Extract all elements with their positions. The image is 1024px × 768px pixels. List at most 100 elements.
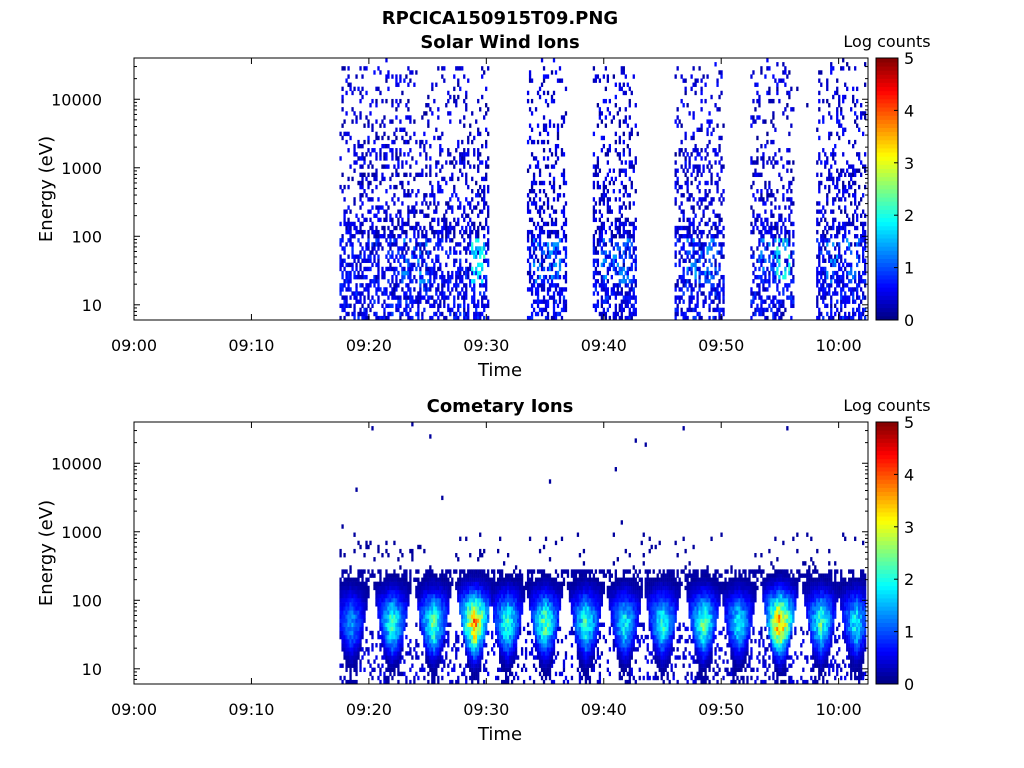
heatmap-cell (381, 270, 384, 276)
heatmap-cell (592, 180, 596, 186)
heatmap-cell (792, 221, 795, 227)
heatmap-cell (634, 258, 637, 263)
colorbar-segment (876, 299, 898, 305)
heatmap-cell (594, 287, 598, 292)
heatmap-cell (822, 234, 825, 239)
heatmap-cell (782, 70, 785, 75)
heatmap-cell (351, 630, 354, 636)
heatmap-cell (858, 242, 861, 247)
heatmap-cell (534, 193, 538, 198)
heatmap-cell (858, 152, 861, 157)
heatmap-cell (848, 315, 851, 321)
heatmap-cell (359, 197, 362, 202)
heatmap-cell (435, 614, 438, 619)
heatmap-cell (530, 234, 534, 239)
heatmap-cell (710, 164, 713, 169)
heatmap-cell (540, 225, 544, 231)
heatmap-cell (405, 589, 408, 595)
heatmap-cell (630, 180, 633, 186)
heatmap-cell (758, 254, 761, 259)
heatmap-cell (550, 98, 554, 104)
heatmap-cell (842, 315, 845, 321)
heatmap-cell (363, 618, 366, 623)
heatmap-cell (598, 283, 602, 288)
heatmap-cell (848, 295, 851, 300)
heatmap-cell (686, 266, 689, 272)
heatmap-cell (828, 287, 831, 292)
heatmap-cell (391, 643, 394, 648)
heatmap-cell (624, 205, 627, 210)
heatmap-cell (558, 250, 562, 255)
heatmap-cell (349, 626, 352, 632)
heatmap-cell (381, 606, 384, 611)
heatmap-cell (686, 254, 689, 259)
heatmap-cell (363, 156, 366, 161)
heatmap-cell (417, 258, 420, 263)
heatmap-cell (345, 634, 348, 640)
heatmap-cell (828, 131, 831, 137)
heatmap-cell (546, 246, 550, 251)
heatmap-cell (564, 221, 568, 227)
heatmap-cell (790, 189, 793, 194)
heatmap-cell (429, 168, 432, 173)
heatmap-cell (686, 176, 689, 182)
heatmap-cell (782, 274, 785, 280)
heatmap-cell (754, 217, 757, 223)
heatmap-cell (369, 250, 372, 255)
heatmap-cell (592, 274, 596, 280)
heatmap-cell (437, 598, 440, 603)
heatmap-cell (441, 675, 444, 681)
heatmap-cell (718, 143, 721, 149)
heatmap-cell (776, 82, 779, 87)
heatmap-cell (836, 90, 839, 96)
heatmap-cell (383, 602, 386, 607)
heatmap-cell (864, 279, 867, 284)
heatmap-cell (429, 651, 432, 656)
heatmap-cell (391, 234, 394, 239)
heatmap-cell (634, 262, 637, 268)
heatmap-cell (720, 246, 723, 251)
heatmap-cell (349, 602, 352, 607)
heatmap-cell (437, 254, 440, 259)
heatmap-cell (606, 189, 609, 194)
heatmap-cell (387, 602, 390, 607)
heatmap-cell (676, 225, 679, 231)
heatmap-cell (449, 238, 452, 243)
heatmap-cell (421, 598, 424, 603)
heatmap-cell (371, 675, 374, 681)
heatmap-cell (564, 287, 568, 292)
heatmap-cell (399, 630, 402, 636)
heatmap-cell (698, 279, 701, 284)
heatmap-cell (778, 242, 781, 247)
heatmap-cell (606, 160, 609, 165)
heatmap-cell (782, 164, 785, 169)
heatmap-cell (429, 659, 432, 664)
heatmap-cell (341, 622, 344, 627)
heatmap-cell (762, 279, 765, 284)
heatmap-cell (349, 270, 352, 276)
heatmap-cell (606, 307, 609, 313)
heatmap-cell (353, 647, 356, 652)
heatmap-cell (846, 283, 849, 288)
heatmap-cell (361, 172, 364, 178)
heatmap-cell (383, 626, 386, 632)
heatmap-cell (359, 598, 362, 603)
heatmap-cell (427, 663, 430, 668)
heatmap-cell (349, 86, 352, 92)
heatmap-cell (341, 593, 344, 599)
heatmap-cell (704, 270, 707, 276)
heatmap-cell (385, 540, 388, 546)
heatmap-cell (542, 127, 546, 132)
heatmap-cell (395, 303, 398, 309)
heatmap-cell (403, 242, 406, 247)
heatmap-cell (441, 585, 444, 591)
heatmap-cell (852, 274, 855, 280)
heatmap-cell (435, 663, 438, 668)
heatmap-cell (481, 197, 484, 202)
heatmap-cell (417, 593, 420, 599)
heatmap-cell (343, 585, 346, 591)
heatmap-cell (562, 246, 566, 251)
heatmap-cell (764, 287, 767, 292)
colorbar-segment (876, 111, 898, 116)
heatmap-cell (431, 679, 434, 685)
